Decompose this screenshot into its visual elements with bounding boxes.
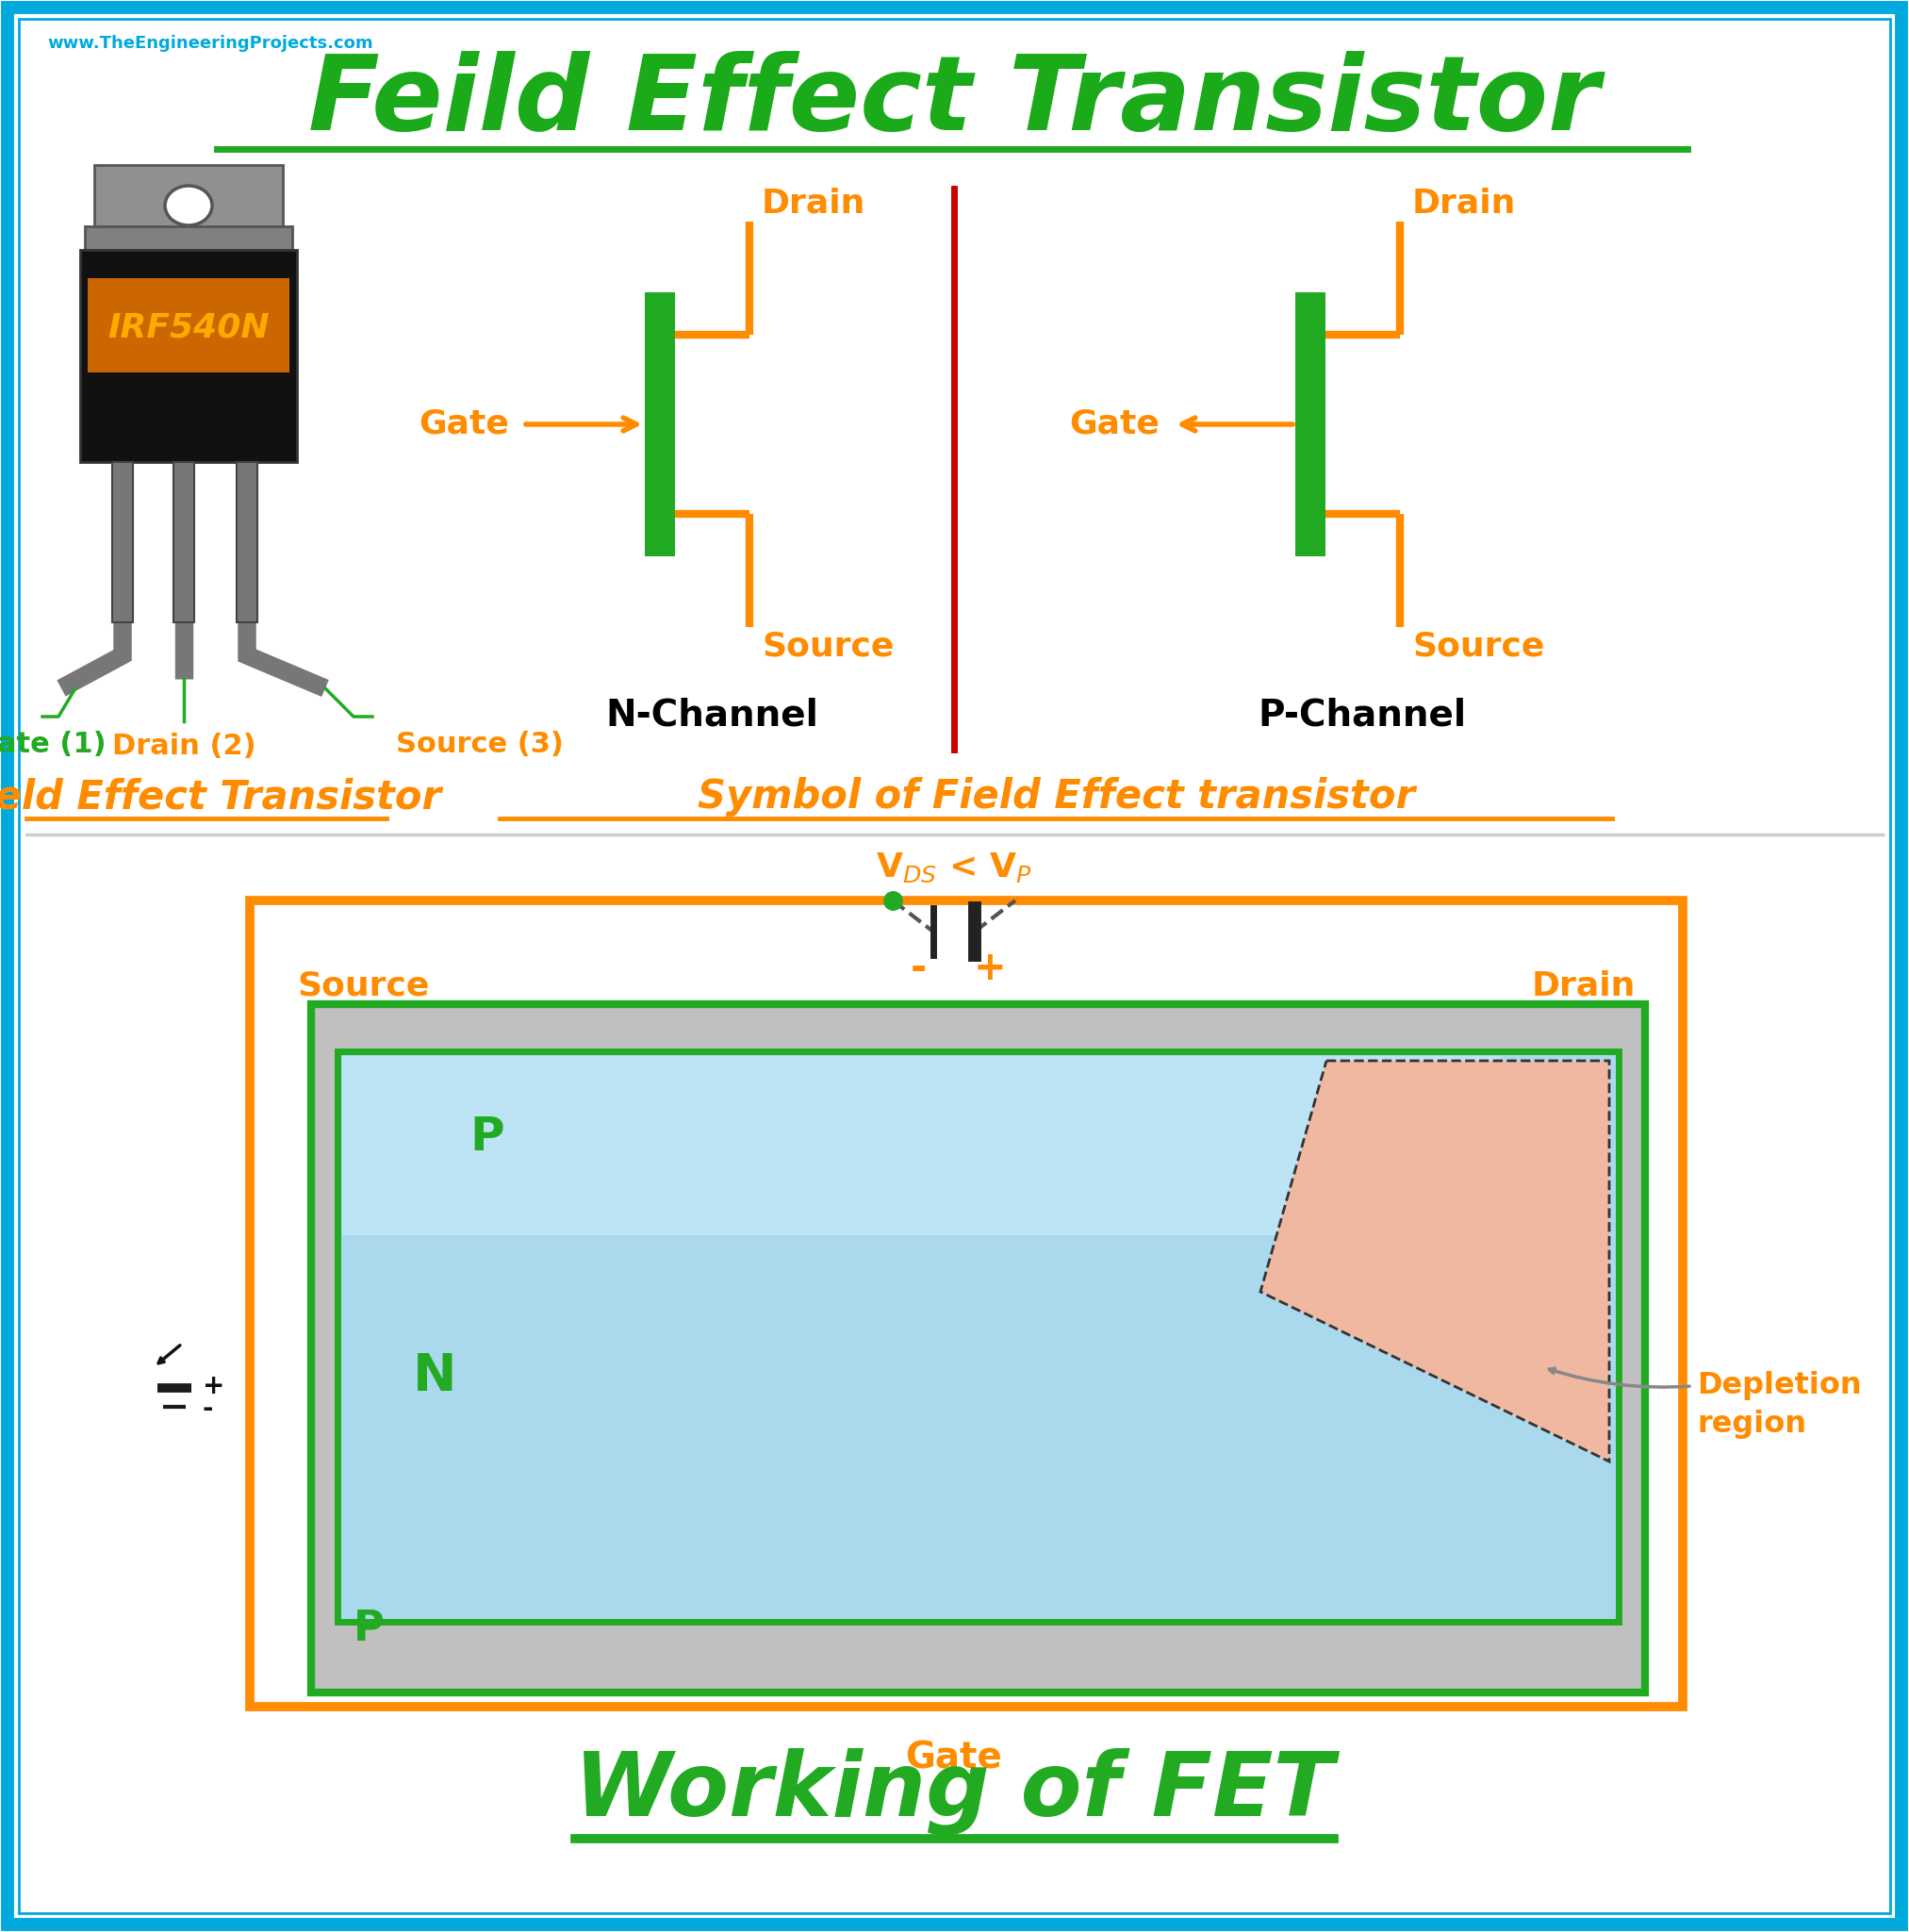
Bar	[342, 1057, 1500, 1235]
Text: +: +	[974, 949, 1006, 987]
Bar	[1296, 292, 1325, 556]
Ellipse shape	[164, 185, 212, 226]
Polygon shape	[1260, 1061, 1609, 1461]
Text: +: +	[202, 1374, 225, 1399]
Text: P-Channel: P-Channel	[1258, 697, 1466, 734]
Text: Feild Effect Transistor: Feild Effect Transistor	[309, 52, 1600, 153]
Text: Gate (1): Gate (1)	[0, 730, 105, 759]
Text: N: N	[412, 1350, 456, 1403]
Bar	[88, 278, 290, 373]
Text: IRF540N: IRF540N	[107, 313, 269, 344]
Text: Source: Source	[1413, 630, 1544, 663]
Bar	[338, 1051, 1619, 1621]
Text: P: P	[470, 1115, 504, 1159]
Bar	[113, 462, 134, 622]
Text: Gate: Gate	[905, 1741, 1002, 1776]
Bar	[94, 164, 283, 259]
Bar	[80, 249, 298, 462]
Text: Gate: Gate	[1069, 408, 1159, 440]
Text: Source: Source	[762, 630, 893, 663]
Text: www.TheEngineeringProjects.com: www.TheEngineeringProjects.com	[48, 35, 372, 52]
Text: Depletion
region: Depletion region	[1697, 1372, 1861, 1439]
Text: Working of FET: Working of FET	[575, 1748, 1334, 1835]
Text: Source (3): Source (3)	[395, 730, 563, 759]
Text: Drain: Drain	[1531, 970, 1636, 1001]
Text: V$_{DS}$ < V$_{P}$: V$_{DS}$ < V$_{P}$	[876, 850, 1033, 885]
Text: Drain: Drain	[762, 187, 867, 218]
Text: Symbol of Field Effect transistor: Symbol of Field Effect transistor	[697, 777, 1415, 817]
Text: Gate: Gate	[418, 408, 510, 440]
Text: Drain (2): Drain (2)	[113, 732, 256, 761]
Bar	[645, 292, 676, 556]
Text: Field Effect Transistor: Field Effect Transistor	[0, 777, 441, 817]
Bar	[250, 900, 1682, 1706]
Text: N-Channel: N-Channel	[605, 697, 819, 734]
Text: -: -	[202, 1395, 214, 1422]
Bar	[84, 226, 292, 255]
Text: Source: Source	[298, 970, 430, 1001]
Text: P: P	[353, 1609, 384, 1650]
Bar	[237, 462, 258, 622]
Bar	[174, 462, 195, 622]
Text: Drain: Drain	[1413, 187, 1516, 218]
Text: -: -	[911, 949, 926, 987]
Bar	[311, 1005, 1646, 1692]
